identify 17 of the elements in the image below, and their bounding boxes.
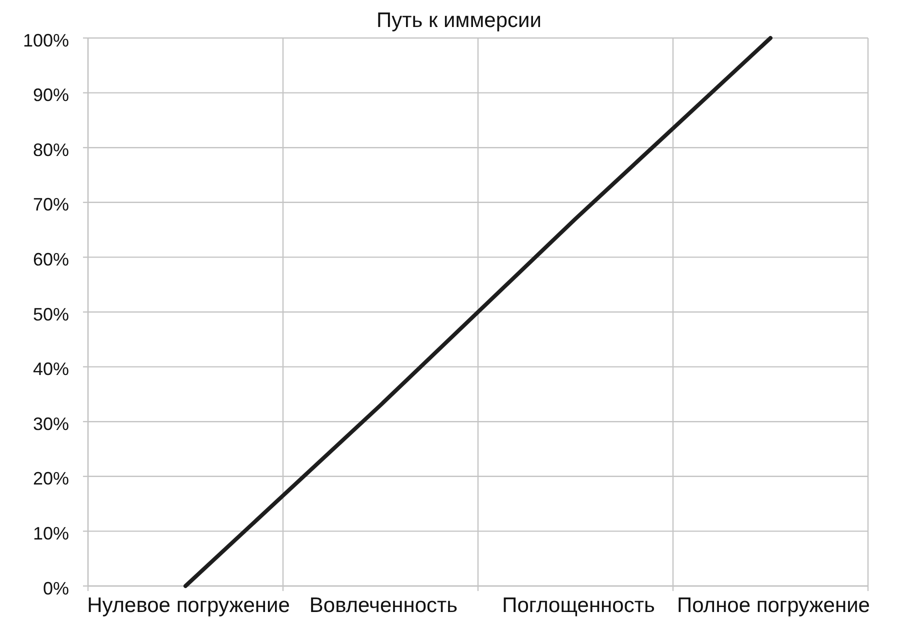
y-tick-label: 40%	[32, 359, 69, 380]
y-tick-label: 60%	[32, 250, 69, 270]
y-tick-label: 10%	[32, 524, 69, 544]
y-tick-label: 70%	[32, 194, 69, 215]
y-tick-label: 30%	[32, 414, 69, 434]
x-tick-label: Поглощенность	[502, 594, 655, 617]
chart-title: Путь к иммерсии	[376, 9, 542, 32]
x-tick-label: Полное погружение	[677, 594, 870, 617]
y-tick-label: 90%	[32, 85, 69, 106]
line-series	[184, 36, 772, 588]
y-tick-label: 80%	[32, 140, 69, 160]
y-tick-label: 0%	[42, 578, 69, 598]
y-tick-label: 20%	[32, 468, 69, 489]
x-tick-label: Нулевое погружение	[87, 594, 290, 617]
y-tick-label: 50%	[32, 304, 69, 324]
y-tick-label: 100%	[22, 30, 69, 50]
x-tick-label: Вовлеченность	[309, 594, 458, 617]
